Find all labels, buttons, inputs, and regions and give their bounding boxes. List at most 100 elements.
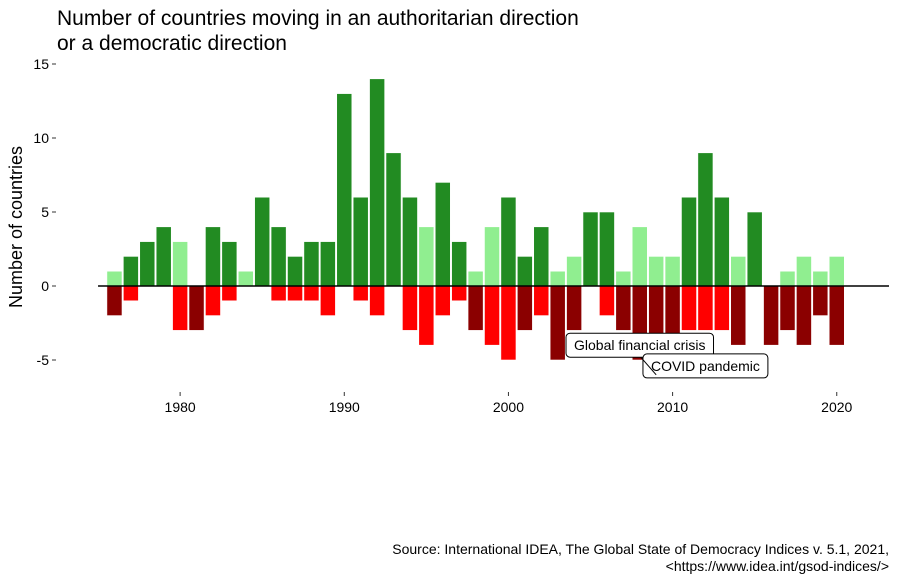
bar-negative-2003 <box>549 285 566 361</box>
bar-negative-1987 <box>287 285 303 302</box>
bar-negative-2004 <box>566 285 582 331</box>
bar-negative-1986 <box>270 285 287 302</box>
bar-positive-2015 <box>746 211 763 287</box>
bar-negative-2017 <box>779 285 796 331</box>
bar-negative-2016 <box>763 285 779 346</box>
x-tick-label: 2000 <box>493 399 524 415</box>
bar-positive-2018 <box>796 256 812 287</box>
bar-positive-1992 <box>369 78 385 287</box>
bar-positive-2013 <box>713 196 730 287</box>
bar-positive-2019 <box>812 270 829 287</box>
annotation-label: Global financial crisis <box>565 332 715 358</box>
bar-positive-2009 <box>648 256 665 287</box>
bar-positive-2002 <box>533 226 550 287</box>
annotation-label: COVID pandemic <box>642 353 769 379</box>
bar-positive-1979 <box>155 226 172 287</box>
bar-negative-1996 <box>434 285 451 316</box>
svg-text:COVID pandemic: COVID pandemic <box>651 358 760 374</box>
bar-negative-2019 <box>812 285 829 316</box>
bar-negative-2014 <box>730 285 747 346</box>
bar-positive-2003 <box>549 270 566 287</box>
y-tick-label: 0 <box>41 278 49 294</box>
y-tick-label: 5 <box>41 204 49 220</box>
x-tick-label: 1980 <box>165 399 196 415</box>
bar-negative-2007 <box>615 285 632 331</box>
bar-positive-1980 <box>172 241 188 287</box>
bar-negative-1997 <box>451 285 468 302</box>
bar-positive-2001 <box>517 256 533 287</box>
bar-positive-1986 <box>270 226 287 287</box>
bar-positive-2005 <box>582 211 599 287</box>
bar-positive-2020 <box>828 256 845 287</box>
bar-negative-2006 <box>599 285 615 316</box>
bar-negative-1995 <box>418 285 435 346</box>
bar-positive-2004 <box>566 256 582 287</box>
source-caption-line-1: Source: International IDEA, The Global S… <box>392 541 889 557</box>
bar-positive-1987 <box>287 256 303 287</box>
bar-positive-2011 <box>681 196 697 287</box>
bar-positive-1991 <box>352 196 369 287</box>
bar-positive-2012 <box>697 152 714 287</box>
source-caption-line-2: <https://www.idea.int/gsod-indices/> <box>665 558 889 574</box>
bar-negative-1991 <box>352 285 369 302</box>
bar-negative-1998 <box>467 285 484 331</box>
bar-negative-1980 <box>172 285 188 331</box>
bar-positive-1989 <box>320 241 336 287</box>
bar-positive-2010 <box>664 256 681 287</box>
chart-title-line-1: Number of countries moving in an authori… <box>57 7 579 30</box>
y-tick-label: -5 <box>37 352 50 368</box>
bar-positive-1993 <box>385 152 402 287</box>
bar-positive-1983 <box>221 241 238 287</box>
bar-negative-1983 <box>221 285 238 302</box>
bar-negative-1982 <box>205 285 221 316</box>
bar-positive-1997 <box>451 241 468 287</box>
svg-text:Global financial crisis: Global financial crisis <box>574 337 706 353</box>
y-axis: 15 10 5 0 -5 <box>33 56 56 368</box>
bar-negative-1981 <box>188 285 205 331</box>
bar-positive-2008 <box>631 226 648 287</box>
bar-negative-1994 <box>402 285 418 331</box>
bar-positive-2007 <box>615 270 632 287</box>
bar-negative-2001 <box>517 285 533 331</box>
bar-negative-2013 <box>713 285 730 331</box>
bar-negative-2002 <box>533 285 550 316</box>
bar-negative-1976 <box>106 285 123 316</box>
bar-negative-1988 <box>303 285 320 302</box>
bar-negative-1977 <box>123 285 139 302</box>
bar-positive-1988 <box>303 241 320 287</box>
bar-positive-1994 <box>402 196 418 287</box>
x-tick-label: 2020 <box>821 399 852 415</box>
bar-negative-1989 <box>320 285 336 316</box>
bar-negative-2020 <box>828 285 845 346</box>
bar-positive-1976 <box>106 270 123 287</box>
bar-negative-2012 <box>697 285 714 331</box>
bar-negative-1992 <box>369 285 385 316</box>
bar-positive-1999 <box>484 226 500 287</box>
bar-negative-2000 <box>500 285 517 361</box>
x-tick-label: 2010 <box>657 399 688 415</box>
negative-bars <box>106 285 845 376</box>
bar-positive-2014 <box>730 256 747 287</box>
bar-negative-1999 <box>484 285 500 346</box>
bar-positive-2000 <box>500 196 517 287</box>
positive-bars <box>106 78 845 287</box>
bar-positive-1977 <box>123 256 139 287</box>
bar-positive-1990 <box>336 93 353 287</box>
bar-positive-1978 <box>139 241 156 287</box>
x-tick-label: 1990 <box>329 399 360 415</box>
y-tick-label: 10 <box>33 130 49 146</box>
bar-positive-1985 <box>254 196 271 287</box>
bar-negative-2011 <box>681 285 697 331</box>
bar-positive-1995 <box>418 226 435 287</box>
y-tick-label: 15 <box>33 56 49 72</box>
bar-positive-2006 <box>599 211 615 287</box>
bar-positive-1996 <box>434 182 451 287</box>
annotation-pointer <box>640 356 657 376</box>
x-axis: 1980 1990 2000 2010 2020 <box>165 392 853 415</box>
bar-positive-1984 <box>237 270 254 287</box>
chart-title-line-2: or a democratic direction <box>57 32 287 55</box>
y-axis-label: Number of countries <box>6 146 26 308</box>
bar-positive-1998 <box>467 270 484 287</box>
annotations: Global financial crisis COVID pandemic <box>565 332 769 379</box>
